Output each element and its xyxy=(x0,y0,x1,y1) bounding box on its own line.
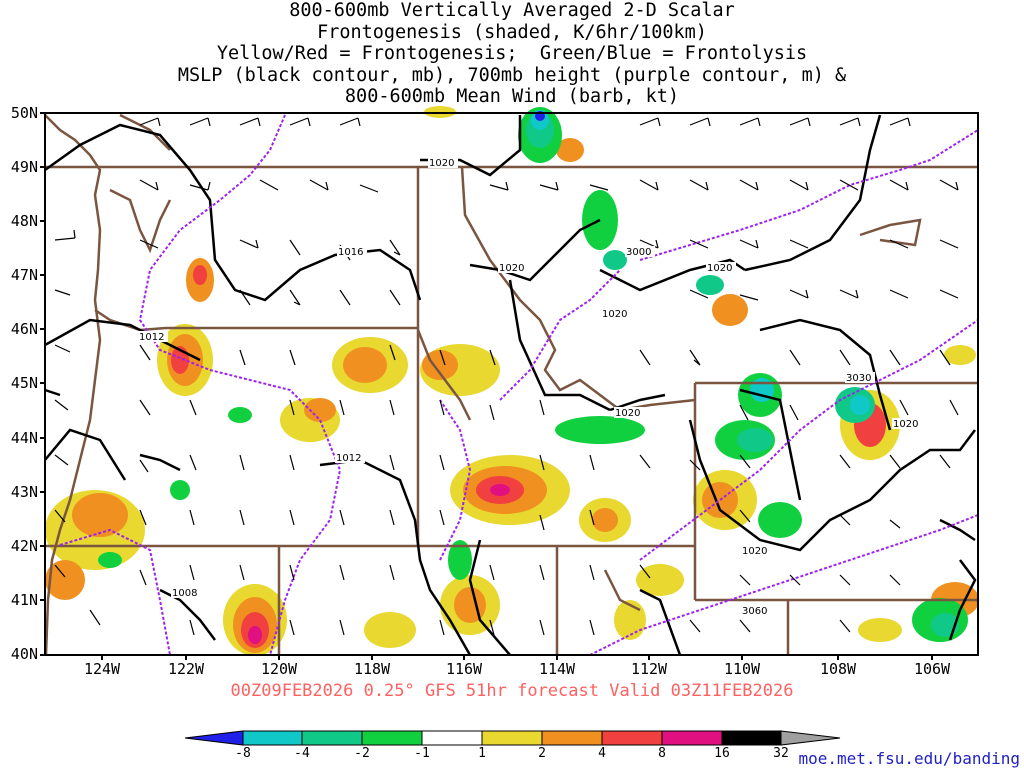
height-contours xyxy=(59,114,979,656)
colorbar-seg-9 xyxy=(721,730,782,746)
lat-label: 50N xyxy=(10,104,38,122)
mslp-label: 1020 xyxy=(429,158,454,169)
height-label: 3030 xyxy=(846,373,871,384)
mslp-label: 1016 xyxy=(338,247,363,258)
mslp-label: 1020 xyxy=(615,408,640,419)
lat-label: 46N xyxy=(10,320,38,338)
title-line-5: 800-600mb Mean Wind (barb, kt) xyxy=(344,86,680,107)
lon-label: 120W xyxy=(260,660,298,678)
lon-label: 112W xyxy=(630,660,668,678)
mslp-label: 1020 xyxy=(707,263,732,274)
lon-label: 108W xyxy=(819,660,857,678)
colorbar-label: -2 xyxy=(354,746,370,761)
lon-label: 116W xyxy=(445,660,483,678)
colorbar-seg-8 xyxy=(661,730,723,746)
colorbar-seg-4 xyxy=(421,730,483,746)
title-line-1: 800-600mb Vertically Averaged 2-D Scalar xyxy=(289,0,735,21)
map-title: 800-600mb Vertically Averaged 2-D Scalar… xyxy=(0,0,1024,108)
title-line-4: MSLP (black contour, mb), 700mb height (… xyxy=(177,64,847,86)
height-label: 3000 xyxy=(626,247,651,258)
colorbar-seg-6 xyxy=(541,730,603,746)
colorbar-label: -8 xyxy=(235,746,251,761)
forecast-valid-time: 00Z09FEB2026 0.25° GFS 51hr forecast Val… xyxy=(230,681,794,701)
title-line-3: Yellow/Red = Frontogenesis; Green/Blue =… xyxy=(216,43,808,64)
colorbar-seg-0 xyxy=(184,730,244,746)
colorbar-seg-7 xyxy=(601,730,663,746)
lon-label: 114W xyxy=(538,660,576,678)
mslp-label: 1020 xyxy=(602,309,627,320)
mslp-label: 1012 xyxy=(139,332,164,343)
colorbar-seg-2 xyxy=(301,730,363,746)
lat-label: 49N xyxy=(10,158,38,176)
lon-label: 124W xyxy=(83,660,121,678)
colorbar-seg-5 xyxy=(481,730,543,746)
colorbar-seg-3 xyxy=(361,730,423,746)
colorbar-seg-1 xyxy=(242,730,303,746)
mslp-label: 1020 xyxy=(893,419,918,430)
lat-label: 44N xyxy=(10,429,38,447)
colorbar-label: 2 xyxy=(538,746,546,761)
mslp-label: 1020 xyxy=(499,263,524,274)
colorbar-label: 1 xyxy=(478,746,486,761)
mslp-label: 1008 xyxy=(172,588,197,599)
mslp-label: 1020 xyxy=(742,546,767,557)
wind-barbs xyxy=(54,117,959,636)
colorbar xyxy=(184,730,841,746)
political-borders xyxy=(45,165,978,655)
lat-label: 42N xyxy=(10,537,38,555)
axis-ticks xyxy=(40,112,933,660)
lat-label: 41N xyxy=(10,591,38,609)
frontogenesis-shading xyxy=(45,106,979,656)
title-line-2: Frontogenesis (shaded, K/6hr/100km) xyxy=(317,21,707,43)
lon-label: 110W xyxy=(723,660,761,678)
lat-label: 45N xyxy=(10,374,38,392)
colorbar-label: 8 xyxy=(658,746,666,761)
lon-label: 106W xyxy=(913,660,951,678)
lat-label: 43N xyxy=(10,483,38,501)
lat-label: 48N xyxy=(10,212,38,230)
colorbar-seg-10 xyxy=(780,730,841,746)
credit-link[interactable]: moe.met.fsu.edu/banding xyxy=(798,749,1020,768)
mslp-label: 1012 xyxy=(336,453,361,464)
lon-label: 122W xyxy=(167,660,205,678)
colorbar-label: 4 xyxy=(598,746,606,761)
colorbar-label: 32 xyxy=(773,746,789,761)
colorbar-label: -1 xyxy=(414,746,430,761)
lat-label: 47N xyxy=(10,266,38,284)
contour-labels: 1020 1016 1020 1020 1012 1020 1012 1020 … xyxy=(138,157,922,617)
colorbar-label: -4 xyxy=(294,746,310,761)
colorbar-label: 16 xyxy=(714,746,730,761)
height-label: 3060 xyxy=(742,606,767,617)
lat-label: 40N xyxy=(10,645,38,663)
lon-label: 118W xyxy=(353,660,391,678)
